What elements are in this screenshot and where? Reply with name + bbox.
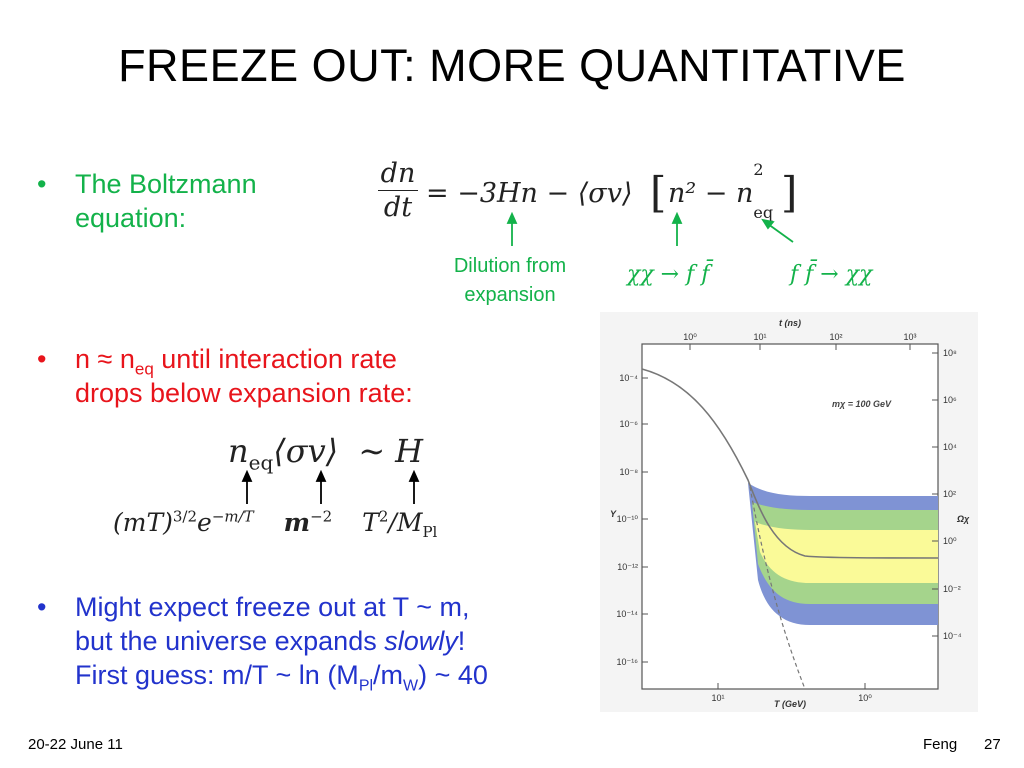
left-bracket: [ xyxy=(650,168,667,217)
right-tick: 10⁰ xyxy=(943,536,957,546)
bullet-freeze-line2: but the universe expands slowly! xyxy=(75,626,466,656)
bullet-boltzmann-line2: equation: xyxy=(75,203,187,233)
bullet-freeze-line3: First guess: m/T ~ ln (MPl/mW) ~ 40 xyxy=(75,660,488,695)
top-tick: 10² xyxy=(829,332,842,342)
bullet-marker: • xyxy=(37,169,47,199)
bottom-axis-label: T (GeV) xyxy=(774,699,806,709)
bullet-boltzmann: • The Boltzmann equation: xyxy=(37,167,337,237)
bullet-marker: • xyxy=(37,592,47,622)
right-tick: 10⁸ xyxy=(943,348,957,358)
bullet-equilibrium-line1: n ≈ neq until interaction rate xyxy=(75,344,397,379)
bullet-marker: • xyxy=(37,344,47,374)
rate-arrows xyxy=(241,470,420,504)
bullet-equilibrium-line2: drops below expansion rate: xyxy=(75,378,413,408)
top-tick: 10³ xyxy=(903,332,916,342)
frac-denominator: dt xyxy=(383,192,413,223)
footer-date: 20-22 June 11 xyxy=(28,736,123,753)
boltzmann-equation: dn dt = −3Hn − ⟨σv⟩ [ n² − n 2 eq ] xyxy=(378,158,798,233)
top-axis-label: t (ns) xyxy=(779,318,801,328)
right-axis-label: Ωχ xyxy=(956,514,970,524)
bullet-equilibrium: • n ≈ neq until interaction rate drops b… xyxy=(37,342,537,412)
equilibrium-curve xyxy=(749,486,806,690)
bullet-freeze-out: • Might expect freeze out at T ~ m, but … xyxy=(37,590,607,700)
annihilation-label: χχ → f f̄ xyxy=(627,262,710,287)
footer-author: Feng xyxy=(923,736,958,753)
freeze-out-figure: t (ns) 10⁰ 10¹ 10² 10³ 10⁻⁴ 10⁻⁶ 10⁻⁸ 10… xyxy=(600,312,978,712)
top-tick: 10⁰ xyxy=(683,332,697,342)
top-tick: 10¹ xyxy=(753,332,766,342)
frac-numerator: dn xyxy=(380,158,416,189)
right-tick: 10⁴ xyxy=(943,442,957,452)
left-tick: 10⁻¹⁶ xyxy=(617,657,639,667)
left-tick: 10⁻¹⁰ xyxy=(617,514,639,524)
rate-equation: neq⟨σv⟩ ∼ H xyxy=(228,432,424,475)
equation-rhs: = −3Hn − ⟨σv⟩ xyxy=(426,178,633,209)
bullet-freeze-line1: Might expect freeze out at T ~ m, xyxy=(75,592,470,622)
left-tick: 10⁻¹² xyxy=(617,562,638,572)
bracket-content: n² − n 2 eq xyxy=(668,160,774,223)
right-tick: 10⁶ xyxy=(943,395,957,405)
term-hubble: T2/MPl xyxy=(362,507,438,541)
right-tick: 10² xyxy=(943,489,956,499)
term-density: (mT)3/2e−m/T xyxy=(113,507,254,537)
abundance-curve xyxy=(641,368,939,559)
left-tick: 10⁻⁸ xyxy=(619,467,638,477)
left-tick: 10⁻¹⁴ xyxy=(616,609,638,619)
slide-title: FREEZE OUT: MORE QUANTITATIVE xyxy=(118,40,906,91)
bottom-tick: 10¹ xyxy=(711,693,724,703)
rate-terms: (mT)3/2e−m/T m−2 T2/MPl xyxy=(113,507,438,541)
left-tick: 10⁻⁴ xyxy=(619,373,638,383)
right-tick: 10⁻² xyxy=(943,584,961,594)
yellow-band xyxy=(755,522,938,583)
mass-legend: mχ = 100 GeV xyxy=(832,399,892,409)
creation-label: f f̄ → χχ xyxy=(790,262,873,287)
annotation-arrows xyxy=(506,212,794,246)
footer-page-number: 27 xyxy=(984,736,1001,753)
right-bracket: ] xyxy=(781,168,798,217)
dilution-annotation: Dilution from expansion xyxy=(453,255,567,306)
left-tick: 10⁻⁶ xyxy=(620,419,639,429)
right-tick: 10⁻⁴ xyxy=(943,631,962,641)
bottom-tick: 10⁰ xyxy=(858,693,872,703)
bullet-boltzmann-line1: The Boltzmann xyxy=(75,169,257,199)
term-cross-section: m−2 xyxy=(283,507,333,537)
left-axis-label: Y xyxy=(610,509,617,519)
